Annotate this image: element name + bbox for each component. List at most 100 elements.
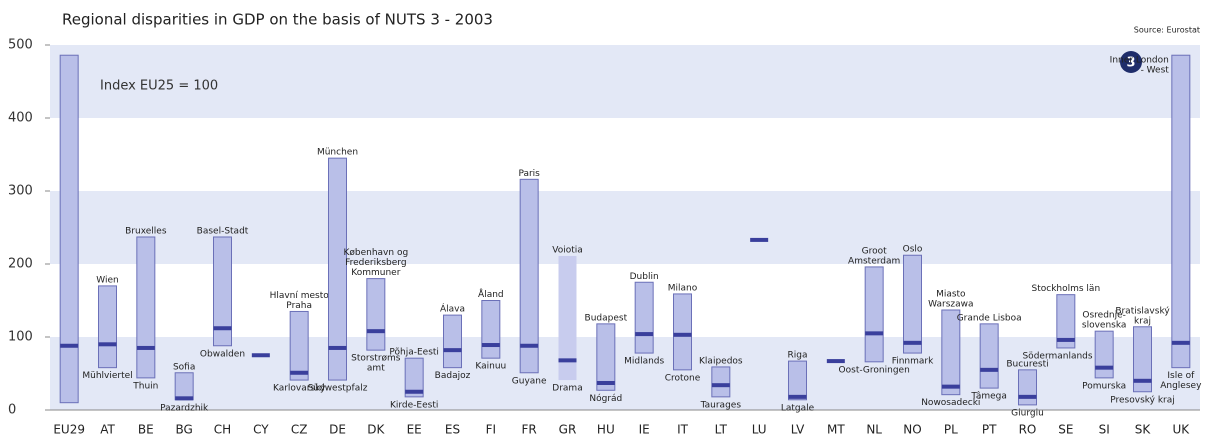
max-region-label: Klaipedos bbox=[699, 356, 743, 366]
x-tick-label: CH bbox=[214, 423, 231, 437]
max-region-label: slovenska bbox=[1082, 321, 1127, 331]
max-region-label: Budapest bbox=[585, 313, 628, 323]
national-marker bbox=[98, 342, 117, 347]
min-region-label: Tâmega bbox=[970, 392, 1007, 402]
x-tick-label: ES bbox=[445, 423, 460, 437]
x-tick-label: CY bbox=[253, 423, 269, 437]
x-tick-label: EU29 bbox=[53, 423, 85, 437]
max-region-label: Stockholms län bbox=[1032, 284, 1101, 294]
national-marker bbox=[443, 348, 462, 353]
max-region-label: - West bbox=[1141, 66, 1170, 76]
range-bar bbox=[289, 310, 309, 381]
x-tick-label: RO bbox=[1019, 423, 1037, 437]
national-marker bbox=[481, 343, 500, 348]
national-marker bbox=[596, 380, 615, 385]
y-tick-label: 0 bbox=[8, 403, 16, 418]
national-marker bbox=[1171, 340, 1190, 345]
min-region-label: Kainuu bbox=[475, 362, 506, 372]
national-marker bbox=[175, 396, 194, 401]
plot bbox=[50, 45, 1200, 410]
national-marker bbox=[826, 359, 845, 364]
max-region-label: Kommuner bbox=[351, 268, 400, 278]
x-tick-label: FI bbox=[486, 423, 496, 437]
national-marker bbox=[558, 358, 577, 363]
max-region-label: Oslo bbox=[903, 245, 923, 255]
min-region-label: amt bbox=[367, 364, 385, 374]
national-marker bbox=[60, 343, 79, 348]
national-marker bbox=[1133, 378, 1152, 383]
range-bar bbox=[98, 285, 117, 369]
max-region-label: Amsterdam bbox=[848, 256, 900, 266]
x-tick-label: HU bbox=[597, 423, 615, 437]
min-region-label: Giurgiu bbox=[1011, 408, 1044, 418]
max-region-label: Bratislavský bbox=[1115, 306, 1170, 316]
badge-label: 3 bbox=[1126, 56, 1135, 71]
min-region-label: Södermanlands län bbox=[1022, 351, 1109, 361]
national-marker bbox=[328, 345, 347, 350]
max-region-label: Riga bbox=[788, 351, 808, 361]
x-tick-label: DE bbox=[329, 423, 346, 437]
source: Source: Eurostat bbox=[1134, 26, 1200, 35]
max-region-label: München bbox=[317, 148, 358, 158]
min-region-label: Finnmark bbox=[892, 357, 934, 367]
x-tick-label: LT bbox=[715, 423, 728, 437]
y-tick-label: 500 bbox=[8, 38, 33, 53]
annotation: Index EU25 = 100 bbox=[100, 79, 218, 94]
max-region-label: Warszawa bbox=[928, 299, 973, 309]
max-region-label: Milano bbox=[668, 283, 698, 293]
national-marker bbox=[290, 370, 309, 375]
min-region-label: Latgale bbox=[781, 403, 815, 413]
range-bar bbox=[481, 300, 501, 359]
x-tick-label: FR bbox=[522, 423, 537, 437]
min-region-label: Südwestpfalz bbox=[308, 384, 368, 394]
range-bar bbox=[558, 255, 577, 381]
national-marker bbox=[405, 389, 424, 394]
range-bar bbox=[1133, 326, 1152, 393]
x-tick-label: SI bbox=[1099, 423, 1110, 437]
max-region-label: Miasto bbox=[936, 289, 966, 299]
range-bar bbox=[213, 236, 232, 347]
range-bar bbox=[59, 54, 79, 404]
y-tick-label: 200 bbox=[8, 257, 33, 272]
min-region-label: Anglesey bbox=[1160, 381, 1202, 391]
max-region-label: Frederiksberg bbox=[345, 258, 406, 268]
grid-band bbox=[50, 45, 1200, 118]
badge bbox=[1120, 51, 1142, 73]
range-bar bbox=[634, 281, 654, 354]
national-marker bbox=[711, 383, 730, 388]
grid-band bbox=[50, 191, 1200, 264]
national-marker bbox=[1018, 394, 1037, 399]
y-tick-label: 400 bbox=[8, 111, 33, 126]
x-tick-label: BG bbox=[176, 423, 193, 437]
min-region-label: Oost-Groningen bbox=[839, 365, 910, 375]
national-marker bbox=[750, 237, 769, 242]
min-region-label: Thuin bbox=[132, 381, 158, 391]
max-region-label: Sofia bbox=[173, 362, 195, 372]
max-region-label: Praha bbox=[286, 301, 312, 311]
x-tick-label: SK bbox=[1135, 423, 1152, 437]
national-marker bbox=[136, 345, 155, 350]
max-region-label: Osrednje- bbox=[1082, 311, 1126, 321]
max-region-label: kraj bbox=[1134, 316, 1151, 326]
range-bar bbox=[404, 357, 424, 398]
national-marker bbox=[1095, 365, 1114, 370]
range-bar bbox=[941, 309, 961, 396]
chart-title: Regional disparities in GDP on the basis… bbox=[62, 11, 493, 29]
y-tick-label: 300 bbox=[8, 184, 33, 199]
min-region-label: Nógrád bbox=[589, 393, 622, 404]
max-region-label: København og bbox=[343, 248, 408, 258]
min-region-label: Karlovarský bbox=[273, 384, 326, 394]
range-bar bbox=[864, 266, 884, 363]
national-marker bbox=[366, 329, 385, 334]
national-marker bbox=[865, 331, 884, 336]
min-region-label: Guyane bbox=[512, 376, 547, 386]
min-region-label: Storstrøms bbox=[351, 354, 401, 364]
range-bar bbox=[1094, 330, 1114, 379]
national-marker bbox=[941, 384, 960, 389]
range-bar bbox=[673, 293, 692, 371]
x-tick-label: EE bbox=[407, 423, 422, 437]
range-bar bbox=[328, 157, 347, 381]
x-tick-label: BE bbox=[138, 423, 154, 437]
x-tick-label: SE bbox=[1058, 423, 1073, 437]
